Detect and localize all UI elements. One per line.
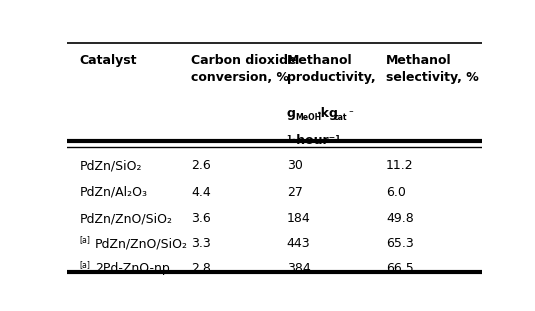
Text: 11.2: 11.2: [386, 160, 414, 173]
Text: Methanol
productivity,: Methanol productivity,: [287, 54, 375, 84]
Text: 2.6: 2.6: [192, 160, 211, 173]
Text: 49.8: 49.8: [386, 212, 414, 225]
Text: Catalyst: Catalyst: [79, 54, 137, 67]
Text: 443: 443: [287, 237, 310, 250]
Text: PdZn/Al₂O₃: PdZn/Al₂O₃: [79, 186, 147, 199]
Text: PdZn/ZnO/SiO₂: PdZn/ZnO/SiO₂: [95, 237, 188, 250]
Text: PdZn/SiO₂: PdZn/SiO₂: [79, 160, 142, 173]
Text: ·kg: ·kg: [317, 107, 338, 120]
Text: PdZn/ZnO/SiO₂: PdZn/ZnO/SiO₂: [79, 212, 172, 225]
Text: Methanol
selectivity, %: Methanol selectivity, %: [386, 54, 479, 84]
Text: Carbon dioxide
conversion, %: Carbon dioxide conversion, %: [192, 54, 297, 84]
Text: 2.8: 2.8: [192, 262, 211, 276]
Text: 3.3: 3.3: [192, 237, 211, 250]
Text: g: g: [287, 107, 295, 120]
Text: 65.3: 65.3: [386, 237, 414, 250]
Text: ¹·hour⁻¹: ¹·hour⁻¹: [287, 134, 341, 147]
Text: 6.0: 6.0: [386, 186, 406, 199]
Text: 66.5: 66.5: [386, 262, 414, 276]
Text: [a]: [a]: [79, 235, 90, 244]
Text: 2Pd-ZnO-np: 2Pd-ZnO-np: [95, 262, 170, 276]
Text: 27: 27: [287, 186, 302, 199]
Text: 3.6: 3.6: [192, 212, 211, 225]
Text: 4.4: 4.4: [192, 186, 211, 199]
Text: 384: 384: [287, 262, 310, 276]
Text: [a]: [a]: [79, 260, 90, 269]
Text: cat: cat: [333, 114, 347, 123]
Text: ⁻: ⁻: [348, 109, 353, 118]
Text: 184: 184: [287, 212, 310, 225]
Text: 30: 30: [287, 160, 302, 173]
Text: MeOH: MeOH: [295, 114, 321, 123]
